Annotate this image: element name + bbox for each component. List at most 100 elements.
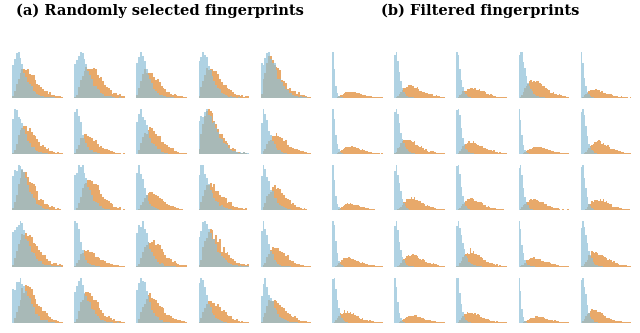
Polygon shape — [74, 134, 125, 154]
Polygon shape — [74, 109, 125, 154]
Polygon shape — [260, 277, 311, 323]
Polygon shape — [260, 133, 311, 154]
Polygon shape — [456, 221, 507, 267]
Polygon shape — [136, 240, 187, 267]
Polygon shape — [580, 141, 631, 154]
Polygon shape — [518, 165, 569, 210]
Polygon shape — [332, 92, 383, 98]
Polygon shape — [394, 109, 445, 154]
Polygon shape — [74, 250, 125, 267]
Polygon shape — [198, 277, 249, 323]
Polygon shape — [260, 56, 311, 98]
Polygon shape — [198, 68, 249, 98]
Polygon shape — [260, 221, 311, 267]
Polygon shape — [12, 109, 63, 154]
Polygon shape — [136, 128, 187, 154]
Polygon shape — [12, 277, 63, 323]
Polygon shape — [518, 277, 569, 323]
Polygon shape — [580, 109, 631, 154]
Polygon shape — [456, 198, 507, 210]
Polygon shape — [136, 192, 187, 210]
Polygon shape — [74, 277, 125, 323]
Polygon shape — [332, 221, 383, 267]
Polygon shape — [332, 203, 383, 210]
Polygon shape — [136, 165, 187, 210]
Polygon shape — [580, 165, 631, 210]
Polygon shape — [394, 254, 445, 267]
Polygon shape — [456, 277, 507, 323]
Polygon shape — [198, 165, 249, 210]
Polygon shape — [12, 126, 63, 154]
Polygon shape — [332, 52, 383, 98]
Polygon shape — [74, 67, 125, 98]
Polygon shape — [136, 109, 187, 154]
Polygon shape — [260, 300, 311, 323]
Polygon shape — [580, 251, 631, 267]
Polygon shape — [136, 293, 187, 323]
Polygon shape — [332, 277, 383, 323]
Polygon shape — [136, 52, 187, 98]
Polygon shape — [394, 197, 445, 210]
Polygon shape — [394, 52, 445, 98]
Polygon shape — [518, 80, 569, 98]
Polygon shape — [12, 170, 63, 210]
Polygon shape — [518, 109, 569, 154]
Polygon shape — [136, 277, 187, 323]
Polygon shape — [394, 277, 445, 323]
Polygon shape — [518, 316, 569, 323]
Polygon shape — [12, 69, 63, 98]
Polygon shape — [394, 221, 445, 267]
Polygon shape — [580, 89, 631, 98]
Polygon shape — [12, 165, 63, 210]
Polygon shape — [456, 52, 507, 98]
Polygon shape — [456, 312, 507, 323]
Polygon shape — [580, 277, 631, 323]
Polygon shape — [260, 165, 311, 210]
Polygon shape — [332, 257, 383, 267]
Polygon shape — [518, 257, 569, 267]
Polygon shape — [580, 221, 631, 267]
Polygon shape — [394, 315, 445, 323]
Polygon shape — [332, 146, 383, 154]
Polygon shape — [518, 199, 569, 210]
Polygon shape — [394, 165, 445, 210]
Polygon shape — [580, 52, 631, 98]
Polygon shape — [580, 199, 631, 210]
Polygon shape — [580, 309, 631, 323]
Polygon shape — [332, 109, 383, 154]
Polygon shape — [198, 109, 249, 154]
Polygon shape — [12, 233, 63, 267]
Polygon shape — [260, 109, 311, 154]
Polygon shape — [198, 221, 249, 267]
Polygon shape — [332, 310, 383, 323]
Polygon shape — [518, 221, 569, 267]
Polygon shape — [518, 52, 569, 98]
Polygon shape — [198, 183, 249, 210]
Polygon shape — [456, 109, 507, 154]
Polygon shape — [198, 301, 249, 323]
Polygon shape — [12, 52, 63, 98]
Polygon shape — [332, 165, 383, 210]
Polygon shape — [198, 110, 249, 154]
Polygon shape — [456, 165, 507, 210]
Polygon shape — [198, 52, 249, 98]
Polygon shape — [518, 147, 569, 154]
Polygon shape — [456, 88, 507, 98]
Polygon shape — [394, 140, 445, 154]
Polygon shape — [12, 285, 63, 323]
Polygon shape — [74, 180, 125, 210]
Polygon shape — [74, 165, 125, 210]
Polygon shape — [198, 228, 249, 267]
Polygon shape — [456, 141, 507, 154]
Polygon shape — [74, 52, 125, 98]
Polygon shape — [260, 52, 311, 98]
Polygon shape — [74, 292, 125, 323]
Polygon shape — [260, 247, 311, 267]
Polygon shape — [260, 185, 311, 210]
Polygon shape — [136, 221, 187, 267]
Polygon shape — [456, 248, 507, 267]
Polygon shape — [394, 85, 445, 98]
Polygon shape — [136, 70, 187, 98]
Polygon shape — [74, 221, 125, 267]
Polygon shape — [12, 221, 63, 267]
